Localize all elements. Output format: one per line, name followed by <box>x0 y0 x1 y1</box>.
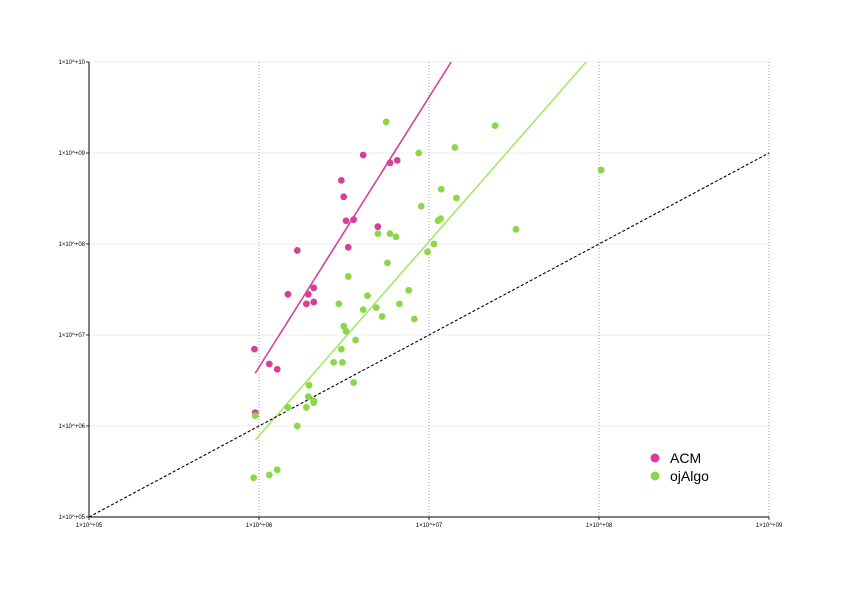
data-point-ojalgo <box>378 313 386 320</box>
data-point-ojalgo <box>386 230 394 238</box>
data-point-ojalgo <box>372 304 380 312</box>
data-point-ojalgo <box>430 240 438 248</box>
data-point-ojalgo <box>344 273 352 280</box>
data-point-ojalgo <box>265 471 273 479</box>
data-point-acm <box>350 216 357 224</box>
legend-swatch-acm <box>650 453 660 463</box>
data-point-ojalgo <box>335 300 343 308</box>
data-point-ojalgo <box>437 215 444 223</box>
data-point-ojalgo <box>330 358 338 366</box>
data-point-ojalgo <box>396 300 403 308</box>
data-point-ojalgo <box>310 397 318 405</box>
data-point-acm <box>293 247 301 254</box>
data-point-ojalgo <box>392 233 400 241</box>
data-point-acm <box>340 193 348 201</box>
data-point-acm <box>374 223 382 231</box>
data-point-ojalgo <box>302 404 310 411</box>
data-point-ojalgo <box>273 466 281 474</box>
data-point-ojalgo <box>364 292 371 300</box>
data-point-ojalgo <box>339 358 346 366</box>
data-point-ojalgo <box>512 225 520 233</box>
data-point-ojalgo <box>453 194 460 202</box>
data-point-acm <box>359 151 367 159</box>
data-point-ojalgo <box>374 230 382 238</box>
data-point-acm <box>386 159 394 167</box>
series-ojalgo <box>250 118 605 482</box>
data-point-ojalgo <box>382 118 390 126</box>
data-point-acm <box>342 217 350 225</box>
data-point-ojalgo <box>251 412 259 420</box>
data-point-acm <box>310 298 318 306</box>
data-point-ojalgo <box>359 306 367 314</box>
trend-line-ojalgo <box>254 61 587 441</box>
data-points <box>250 118 605 482</box>
data-point-acm <box>302 300 310 308</box>
y-tick-label: 1×10^+10 <box>58 60 85 66</box>
y-tick-label: 1×10^+07 <box>58 333 85 339</box>
data-point-acm <box>337 176 345 184</box>
data-point-acm <box>310 284 318 292</box>
y-tick-label: 1×10^+06 <box>58 424 85 430</box>
data-point-ojalgo <box>305 381 313 389</box>
legend-swatch-ojalgo <box>650 471 660 481</box>
legend-label-ojalgo: ojAlgo <box>670 468 709 484</box>
data-point-ojalgo <box>405 286 413 294</box>
trend-line-reference <box>88 152 770 518</box>
y-tick-labels: 1×10^+05 1×10^+06 1×10^+07 1×10^+08 1×10^+09… <box>58 60 85 521</box>
data-point-acm <box>344 243 352 251</box>
x-tick-labels: 1×10^+05 1×10^+06 1×10^+07 1×10^+08 1×10^+09 <box>76 523 783 529</box>
data-point-acm <box>265 360 273 368</box>
data-point-ojalgo <box>451 144 459 151</box>
x-tick-label: 1×10^+08 <box>586 523 613 529</box>
data-point-ojalgo <box>284 404 292 411</box>
data-point-ojalgo <box>437 185 445 193</box>
data-point-ojalgo <box>250 474 258 482</box>
data-point-acm <box>304 290 312 298</box>
legend: ACM ojAlgo <box>650 450 709 484</box>
x-tick-label: 1×10^+06 <box>246 523 273 529</box>
data-point-ojalgo <box>304 393 312 401</box>
y-tick-label: 1×10^+08 <box>58 242 85 248</box>
data-point-ojalgo <box>415 149 423 157</box>
y-tick-label: 1×10^+09 <box>58 151 85 157</box>
trend-lines <box>88 61 770 518</box>
data-point-ojalgo <box>417 202 425 210</box>
axes <box>86 61 770 520</box>
x-tick-label: 1×10^+05 <box>76 523 103 529</box>
data-point-ojalgo <box>352 336 359 344</box>
x-tick-label: 1×10^+09 <box>756 523 783 529</box>
data-point-ojalgo <box>342 327 350 335</box>
data-point-acm <box>273 365 281 373</box>
data-point-acm <box>251 345 258 353</box>
data-point-ojalgo <box>340 322 348 330</box>
series-acm <box>251 151 401 417</box>
data-point-ojalgo <box>384 259 391 267</box>
data-point-ojalgo <box>350 379 357 386</box>
data-point-acm <box>393 156 401 164</box>
y-tick-label: 1×10^+05 <box>58 515 85 521</box>
x-tick-label: 1×10^+07 <box>416 523 443 529</box>
data-point-ojalgo <box>424 248 431 256</box>
legend-label-acm: ACM <box>670 450 701 466</box>
data-point-ojalgo <box>491 122 499 130</box>
data-point-ojalgo <box>293 422 301 430</box>
data-point-ojalgo <box>337 345 345 353</box>
data-point-ojalgo <box>597 166 605 174</box>
grid <box>89 61 770 517</box>
data-point-ojalgo <box>410 315 418 323</box>
data-point-acm <box>284 290 292 298</box>
